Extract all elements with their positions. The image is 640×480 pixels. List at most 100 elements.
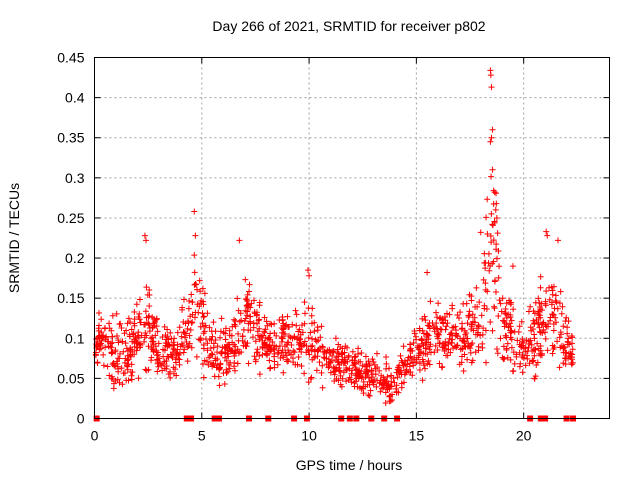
data-point <box>383 354 389 360</box>
data-point <box>293 308 299 314</box>
data-point <box>307 329 313 335</box>
x-tick-label: 15 <box>409 428 425 444</box>
data-point <box>305 305 311 311</box>
x-tick-label: 5 <box>198 428 206 444</box>
data-point <box>134 301 140 307</box>
x-tick-label: 10 <box>301 428 317 444</box>
data-point <box>407 341 413 347</box>
data-point <box>125 320 131 326</box>
data-point <box>495 230 501 236</box>
data-point <box>424 269 430 275</box>
data-point <box>177 356 183 362</box>
data-point <box>188 327 194 333</box>
data-point <box>520 369 526 375</box>
data-point <box>555 237 561 243</box>
x-axis-label: GPS time / hours <box>296 457 403 473</box>
data-point <box>427 298 433 304</box>
data-point <box>491 201 497 207</box>
data-point <box>386 365 392 371</box>
data-point <box>384 374 390 380</box>
data-point <box>492 278 498 284</box>
data-point <box>563 350 569 356</box>
data-point <box>284 314 290 320</box>
data-point <box>194 354 200 360</box>
data-point <box>210 319 216 325</box>
data-point <box>251 320 257 326</box>
data-point <box>232 368 238 374</box>
data-point <box>319 323 325 329</box>
data-point <box>488 84 494 90</box>
data-point <box>302 299 308 305</box>
data-point <box>433 310 439 316</box>
data-point <box>468 350 474 356</box>
data-points <box>93 67 576 421</box>
data-point <box>272 359 278 365</box>
data-point <box>494 256 500 262</box>
data-point <box>266 358 272 364</box>
data-point <box>235 361 241 367</box>
data-point <box>473 285 479 291</box>
data-point <box>129 373 135 379</box>
data-point <box>526 309 532 315</box>
data-point <box>182 330 188 336</box>
data-point <box>175 330 181 336</box>
data-point <box>267 366 273 372</box>
data-point <box>488 174 494 180</box>
data-point <box>102 344 108 350</box>
data-point <box>497 335 503 341</box>
data-point <box>211 345 217 351</box>
data-point <box>320 385 326 391</box>
data-point <box>569 334 575 340</box>
data-point <box>246 288 252 294</box>
data-point <box>223 337 229 343</box>
data-point <box>257 371 263 377</box>
y-tick-label: 0.05 <box>57 370 84 386</box>
data-point <box>496 263 502 269</box>
data-point <box>101 362 107 368</box>
data-point <box>191 209 197 215</box>
data-point <box>96 310 102 316</box>
data-point <box>476 344 482 350</box>
data-point <box>397 353 403 359</box>
data-point <box>231 317 237 323</box>
data-point <box>551 327 557 333</box>
data-point <box>143 284 149 290</box>
data-point <box>156 340 162 346</box>
axis-ticks: 00.050.10.150.20.250.30.350.40.450 5 10 15 2… <box>57 50 609 444</box>
data-point <box>486 268 492 274</box>
y-tick-label: 0.3 <box>65 170 85 186</box>
data-point <box>465 320 471 326</box>
data-point <box>512 361 518 367</box>
data-point <box>352 383 358 389</box>
data-point <box>100 352 106 358</box>
data-point <box>516 329 522 335</box>
data-point <box>439 364 445 370</box>
data-point <box>492 305 498 311</box>
data-point <box>135 329 141 335</box>
data-point <box>543 229 549 235</box>
data-point <box>558 289 564 295</box>
data-point <box>527 304 533 310</box>
data-point <box>557 334 563 340</box>
data-point <box>435 300 441 306</box>
data-point <box>188 291 194 297</box>
data-point <box>294 311 300 317</box>
data-point <box>383 361 389 367</box>
data-point <box>493 207 499 213</box>
data-point <box>539 351 545 357</box>
data-point <box>195 310 201 316</box>
data-point <box>550 351 556 357</box>
y-tick-label: 0.25 <box>57 210 84 226</box>
data-point <box>532 376 538 382</box>
y-tick-label: 0.15 <box>57 290 84 306</box>
data-point <box>250 334 256 340</box>
data-point <box>103 333 109 339</box>
data-point <box>119 339 125 345</box>
data-point <box>302 321 308 327</box>
data-point <box>309 313 315 319</box>
data-point <box>308 375 314 381</box>
data-point <box>488 211 494 217</box>
data-point <box>257 302 263 308</box>
data-point <box>484 196 490 202</box>
scatter-chart: Day 266 of 2021, SRMTID for receiver p80… <box>0 0 640 480</box>
